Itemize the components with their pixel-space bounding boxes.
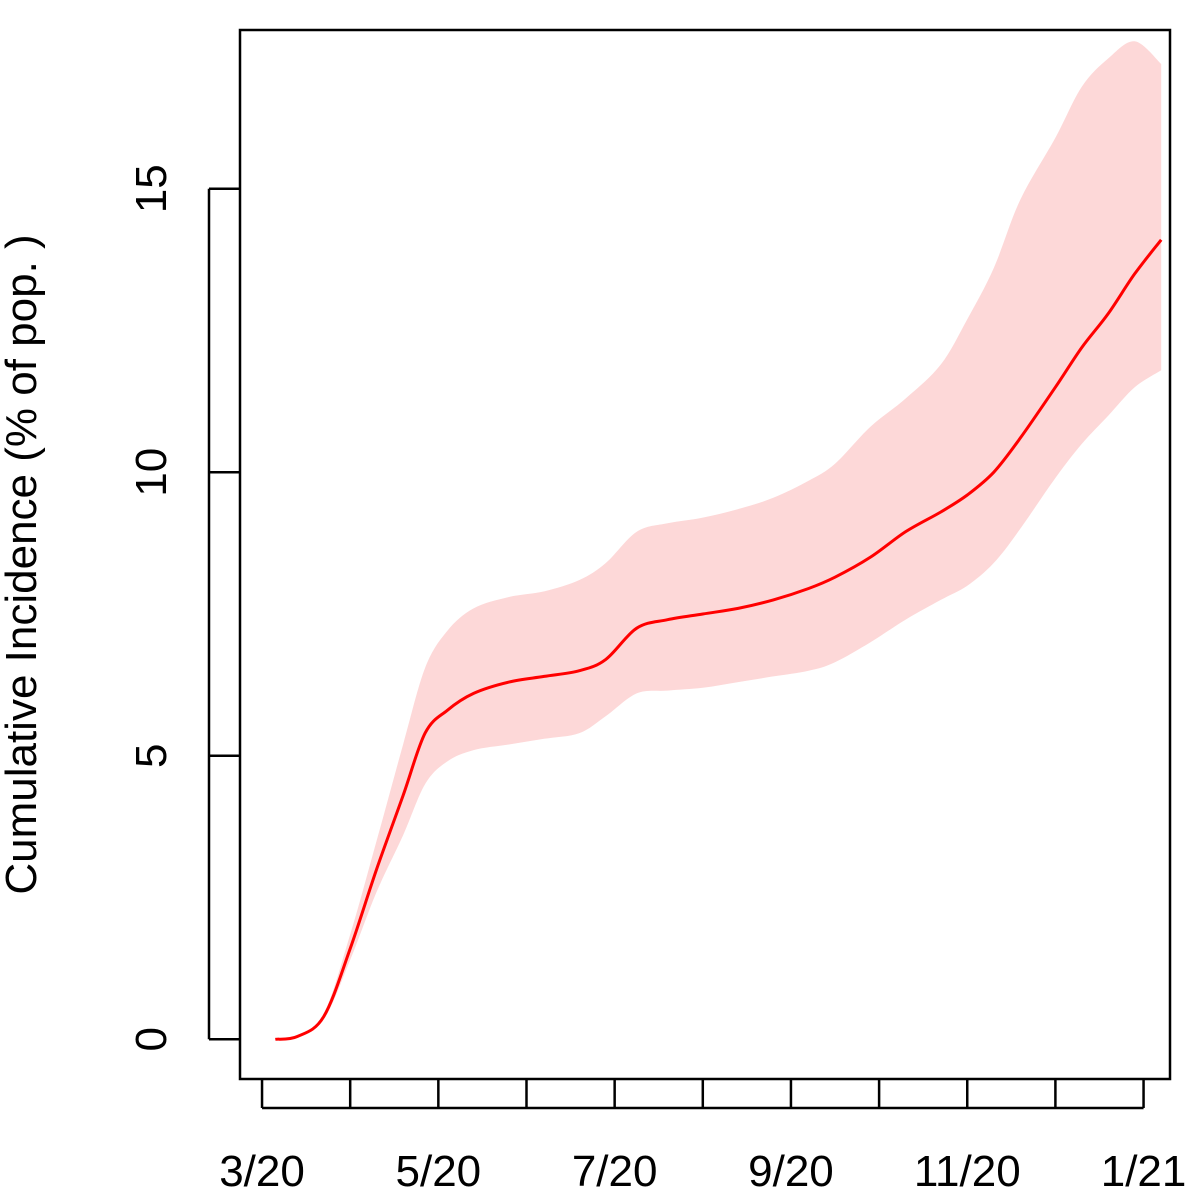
confidence-band-layer <box>275 41 1162 1040</box>
y-tick-label: 15 <box>127 164 176 213</box>
incidence-line <box>275 238 1163 1041</box>
x-tick-label: 7/20 <box>572 1147 658 1196</box>
plot-frame <box>238 28 1172 1081</box>
x-axis: 3/20 5/20 7/20 9/20 11/20 1/21 <box>219 1078 1186 1196</box>
x-tick-label: 1/21 <box>1101 1147 1187 1196</box>
x-tick-label: 11/20 <box>914 1147 1021 1196</box>
y-axis-title: Cumulative Incidence (% of pop. ) <box>0 234 46 894</box>
y-axis: 0 5 10 15 <box>127 164 240 1052</box>
x-tick-label: 3/20 <box>219 1147 305 1196</box>
x-tick-label: 5/20 <box>396 1147 482 1196</box>
x-tick-label: 9/20 <box>748 1147 834 1196</box>
series-line-layer <box>275 238 1163 1041</box>
y-tick-label: 10 <box>127 448 176 497</box>
y-tick-label: 5 <box>127 744 176 768</box>
y-tick-label: 0 <box>127 1027 176 1051</box>
confidence-band <box>275 41 1162 1040</box>
